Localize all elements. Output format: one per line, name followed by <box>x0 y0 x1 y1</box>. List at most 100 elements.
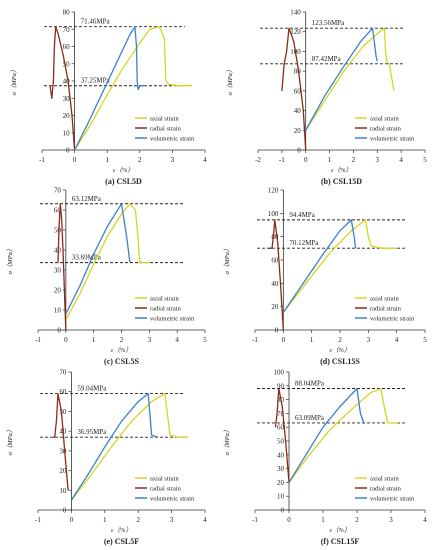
y-tick-label: 10 <box>277 493 285 501</box>
x-tick-label: 1 <box>310 336 314 344</box>
x-tick-label: 4 <box>203 156 207 164</box>
y-tick-label: 60 <box>277 424 285 432</box>
x-tick-label: 4 <box>175 336 179 344</box>
x-tick-label: 3 <box>171 156 175 164</box>
y-tick-label: 40 <box>63 78 71 86</box>
x-tick-label: -1 <box>279 156 285 164</box>
residual-annotation: 37.25MPa <box>81 77 111 85</box>
legend-label: volumetric strain <box>370 136 415 143</box>
x-tick-label: 4 <box>399 156 403 164</box>
panel-caption: (a) CSL5D <box>105 177 142 186</box>
x-axis-label: ε（%） <box>330 526 351 534</box>
x-tick-label: 1 <box>92 336 96 344</box>
y-tick-label: 20 <box>271 303 279 311</box>
x-tick-label: 5 <box>423 336 427 344</box>
x-tick-label: 0 <box>287 516 291 524</box>
panel-caption: (f) CSL15F <box>321 537 360 546</box>
legend-label: axial strain <box>370 476 399 483</box>
y-tick-label: 0 <box>57 327 61 335</box>
peak-annotation: 88.04MPa <box>295 380 325 388</box>
legend-label: axial strain <box>150 116 179 123</box>
x-tick-label: 0 <box>282 336 286 344</box>
y-tick-label: 50 <box>63 60 71 68</box>
y-tick-label: 40 <box>54 247 62 255</box>
y-tick-label: 40 <box>294 107 302 115</box>
series-line-axial-strain <box>70 392 189 501</box>
y-tick-label: 120 <box>268 187 279 195</box>
series-line-axial-strain <box>65 203 150 321</box>
y-tick-label: 80 <box>271 233 279 241</box>
y-tick-label: 80 <box>63 9 71 17</box>
legend-label: volumetric strain <box>150 136 195 143</box>
x-tick-label: 2 <box>338 336 342 344</box>
panel-caption: (c) CSL5S <box>104 357 139 366</box>
series-line-axial-strain <box>288 387 398 483</box>
y-tick-label: 0 <box>63 507 67 515</box>
series-line-axial-strain <box>74 26 192 151</box>
x-tick-label: 5 <box>423 156 427 164</box>
y-axis-label: σ（MPa） <box>6 427 14 456</box>
x-tick-label: 1 <box>328 156 332 164</box>
x-tick-label: -1 <box>39 156 45 164</box>
y-tick-label: 50 <box>59 408 67 416</box>
x-tick-label: 5 <box>203 336 207 344</box>
y-axis-label: σ（MPa） <box>223 246 231 275</box>
y-tick-label: 0 <box>297 147 301 155</box>
y-tick-label: 20 <box>277 479 285 487</box>
x-tick-label: 4 <box>203 516 207 524</box>
peak-annotation: 94.4MPa <box>289 211 315 219</box>
panel-caption: (b) CSL15D <box>321 177 362 186</box>
y-tick-label: 30 <box>54 267 62 275</box>
x-tick-label: 2 <box>355 516 359 524</box>
y-tick-label: 60 <box>54 207 62 215</box>
x-tick-label: 4 <box>395 336 399 344</box>
y-axis-label: σ（MPa） <box>6 246 14 275</box>
series-line-axial-strain <box>282 219 397 313</box>
legend-label: radial strain <box>370 486 402 493</box>
legend-label: axial strain <box>370 116 399 123</box>
legend-label: volumetric strain <box>150 496 195 503</box>
y-tick-label: 50 <box>277 438 285 446</box>
y-tick-label: 30 <box>59 447 67 455</box>
series-line-radial-strain <box>269 219 284 331</box>
legend-label: radial strain <box>150 486 182 493</box>
x-tick-label: 0 <box>70 516 74 524</box>
series-line-radial-strain <box>57 203 67 331</box>
x-tick-label: 3 <box>170 516 174 524</box>
x-tick-label: 2 <box>138 156 142 164</box>
residual-annotation: 87.42MPa <box>312 55 342 63</box>
x-tick-label: 2 <box>120 336 124 344</box>
y-tick-label: 30 <box>277 465 285 473</box>
y-tick-label: 60 <box>59 388 67 396</box>
legend-label: axial strain <box>150 296 179 303</box>
legend-label: volumetric strain <box>370 496 415 503</box>
y-tick-label: 20 <box>54 287 62 295</box>
x-tick-label: 4 <box>423 516 427 524</box>
legend-label: volumetric strain <box>370 316 415 323</box>
peak-annotation: 63.12MPa <box>72 195 102 203</box>
y-tick-label: 60 <box>294 87 302 95</box>
x-tick-label: -1 <box>35 336 41 344</box>
legend-label: axial strain <box>370 296 399 303</box>
series-line-volumetric-strain <box>65 203 131 315</box>
y-tick-label: 20 <box>59 467 67 475</box>
legend-label: radial strain <box>370 126 402 133</box>
x-tick-label: 3 <box>148 336 152 344</box>
residual-annotation: 70.12MPa <box>289 239 319 247</box>
x-axis-label: ε（%） <box>111 346 132 354</box>
series-line-radial-strain <box>49 26 76 151</box>
y-tick-label: 30 <box>63 95 71 103</box>
y-tick-label: 60 <box>63 43 71 51</box>
x-tick-label: 1 <box>105 156 109 164</box>
x-tick-label: 1 <box>103 516 107 524</box>
x-axis-label: ε（%） <box>111 526 132 534</box>
x-tick-label: -2 <box>255 156 261 164</box>
x-axis-label: ε（%） <box>331 166 352 174</box>
peak-annotation: 71.46MPa <box>81 18 111 26</box>
residual-annotation: 33.69MPa <box>72 254 102 262</box>
y-tick-label: 80 <box>294 68 302 76</box>
x-tick-label: 0 <box>304 156 308 164</box>
y-tick-label: 20 <box>63 112 71 120</box>
legend-label: radial strain <box>370 306 402 313</box>
